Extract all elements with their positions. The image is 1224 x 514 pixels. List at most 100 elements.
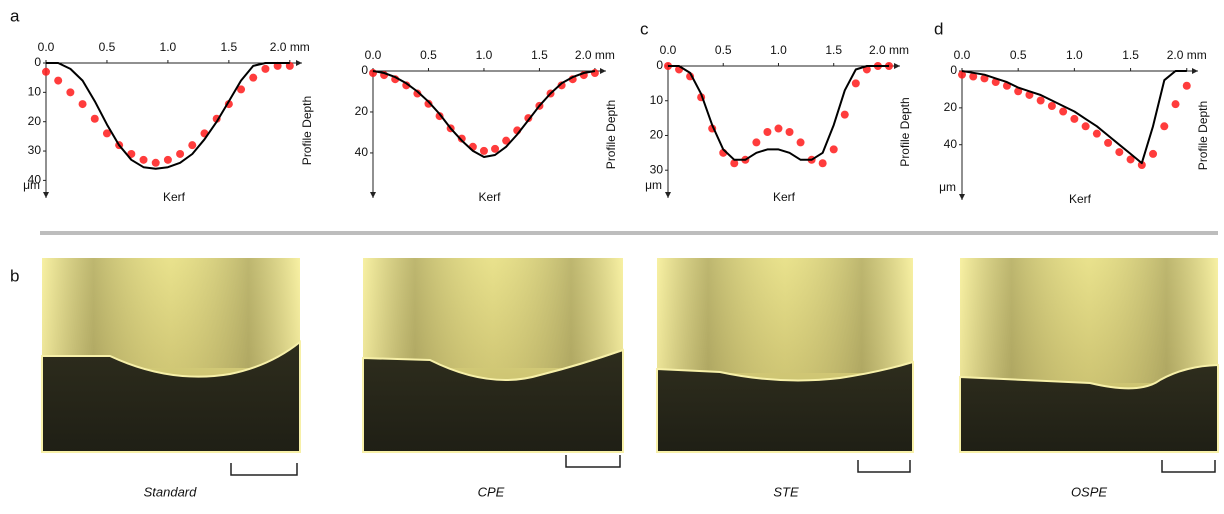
x-axis-arrow — [1192, 68, 1198, 74]
x-tick-label: 1.5 — [221, 40, 238, 54]
measured-point — [1182, 81, 1191, 90]
y-tick-label: 0 — [34, 55, 41, 69]
measured-point — [785, 128, 794, 136]
measured-point — [796, 138, 805, 147]
y-tick-label: 0 — [656, 58, 663, 72]
y-axis-label: Profile Depth — [300, 96, 314, 165]
photo — [41, 258, 301, 476]
x-axis-arrow — [296, 60, 302, 66]
caption: Standard — [144, 484, 198, 499]
chart: 0.0 0.5 1.0 1.5 2.0 mm 0 20 40 μm Kerf Profile Dep… — [939, 48, 1210, 206]
measured-point — [261, 64, 270, 73]
y-axis-arrow — [43, 192, 49, 198]
measured-point — [1070, 114, 1079, 123]
fit-line — [372, 70, 596, 158]
photo — [362, 258, 624, 468]
panel-letter: a — [10, 6, 20, 25]
y-tick-label: 40 — [28, 173, 42, 187]
y-tick-label: 20 — [355, 104, 369, 118]
x-tick-label: 2.0 mm — [270, 40, 310, 54]
x-tick-label: 1.5 — [825, 43, 842, 57]
fit-line — [668, 65, 889, 161]
x-tick-label: 1.0 — [476, 48, 493, 62]
y-axis-arrow — [665, 192, 671, 198]
y-axis-label: Profile Depth — [604, 100, 618, 169]
y-unit: μm — [645, 178, 662, 192]
x-tick-label: 0.0 — [365, 48, 382, 62]
measured-point — [102, 129, 111, 138]
measured-point — [42, 67, 50, 76]
caption: STE — [773, 484, 799, 499]
x-axis-label: Kerf — [1069, 192, 1092, 206]
fit-line — [46, 62, 290, 170]
x-axis-label: Kerf — [163, 190, 186, 204]
measured-point — [1171, 100, 1180, 109]
measured-point — [818, 159, 827, 168]
x-axis-arrow — [894, 63, 900, 69]
measured-point — [151, 158, 160, 167]
y-axis-label: Profile Depth — [1196, 101, 1210, 170]
y-axis-arrow — [959, 194, 965, 200]
measured-point — [402, 81, 411, 90]
measured-point — [188, 141, 197, 150]
measured-point — [369, 69, 377, 78]
caption: OSPE — [1071, 484, 1107, 499]
x-tick-label: 0.0 — [954, 48, 971, 62]
measured-point — [829, 145, 838, 154]
caption: CPE — [478, 484, 505, 499]
measured-point — [1081, 122, 1090, 131]
x-axis-label: Kerf — [773, 190, 796, 204]
x-tick-label: 0.5 — [99, 40, 116, 54]
measured-point — [590, 69, 599, 78]
x-tick-label: 2.0 mm — [869, 43, 909, 57]
fit-line — [961, 70, 1187, 165]
x-axis-label: Kerf — [478, 190, 501, 204]
measured-point — [90, 114, 99, 123]
measured-point — [851, 79, 860, 88]
x-tick-label: 0.5 — [1010, 48, 1027, 62]
chart: 0.0 0.5 1.0 1.5 2.0 mm 0 10 20 30 μm Kerf Profile D… — [645, 43, 912, 204]
y-tick-label: 30 — [650, 162, 664, 176]
measured-point — [1059, 107, 1068, 116]
measured-point — [763, 128, 772, 136]
measured-point — [1115, 148, 1124, 157]
y-axis-label: Profile Depth — [898, 97, 912, 166]
chart: 0.0 0.5 1.0 1.5 2.0 mm 0 20 40 Kerf Profile Depth — [355, 48, 619, 204]
y-tick-label: 30 — [28, 143, 42, 157]
y-unit: μm — [23, 178, 40, 192]
x-tick-label: 0.5 — [420, 48, 437, 62]
measured-point — [1036, 96, 1045, 105]
measured-point — [1149, 149, 1158, 158]
x-tick-label: 0.0 — [660, 43, 677, 57]
measured-point — [1104, 138, 1113, 147]
photo — [656, 258, 914, 473]
y-tick-label: 0 — [950, 63, 957, 77]
measured-point — [1092, 129, 1101, 138]
measured-point — [1047, 102, 1056, 111]
y-tick-label: 0 — [361, 63, 368, 77]
x-tick-label: 1.0 — [160, 40, 177, 54]
panel-letter: b — [10, 266, 19, 285]
measured-point — [163, 155, 172, 164]
x-tick-label: 1.5 — [531, 48, 548, 62]
y-tick-label: 20 — [650, 128, 664, 142]
measured-point — [54, 76, 63, 85]
panel-letter: d — [934, 19, 943, 38]
measured-point — [1160, 122, 1169, 131]
y-axis-arrow — [370, 192, 376, 198]
x-tick-label: 0.5 — [715, 43, 732, 57]
measured-point — [66, 88, 75, 97]
measured-point — [413, 89, 422, 98]
y-tick-label: 40 — [355, 145, 369, 159]
y-tick-label: 20 — [944, 100, 958, 114]
measured-point — [457, 134, 466, 143]
x-tick-label: 0.0 — [38, 40, 55, 54]
measured-point — [969, 72, 978, 81]
measured-point — [139, 155, 148, 164]
y-tick-label: 20 — [28, 114, 42, 128]
panel-letter: c — [640, 19, 649, 38]
x-tick-label: 1.0 — [1066, 48, 1083, 62]
measured-point — [424, 99, 433, 108]
